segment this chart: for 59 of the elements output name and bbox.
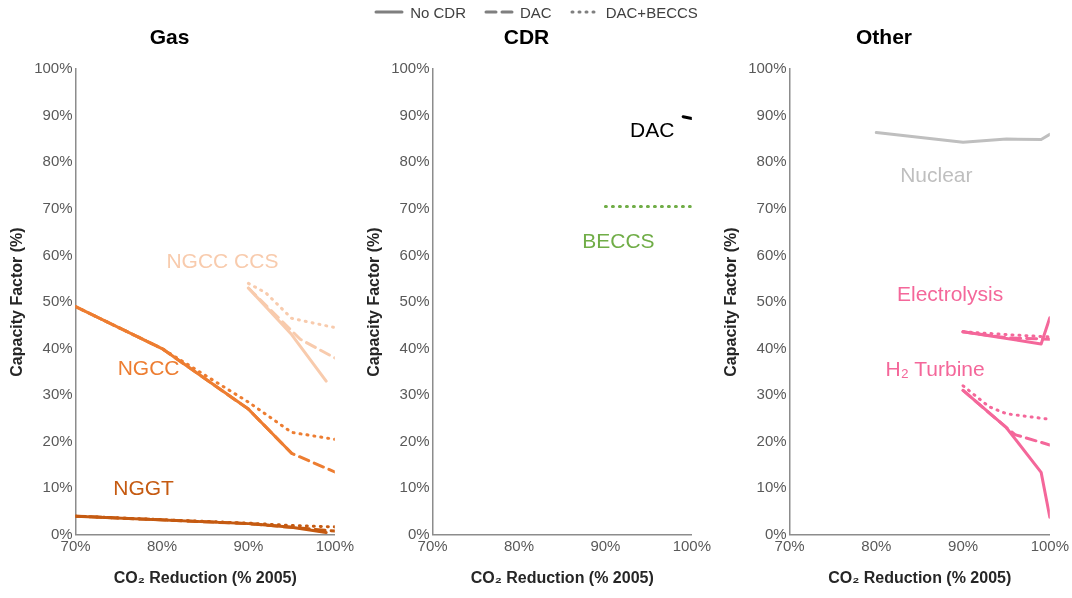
- x-axis-title: CO₂ Reduction (% 2005): [470, 568, 654, 586]
- y-tick-label: 70%: [399, 199, 430, 217]
- series-label: Nuclear: [900, 163, 973, 187]
- y-tick-label: 20%: [756, 431, 787, 449]
- y-tick-label: 90%: [756, 105, 787, 123]
- y-tick-label: 80%: [756, 152, 787, 170]
- x-tick-label: 100%: [315, 536, 355, 554]
- y-tick-label: 10%: [42, 478, 73, 496]
- y-tick-label: 90%: [399, 105, 430, 123]
- text: DAC+BECCS: [605, 3, 698, 21]
- y-tick-label: 100%: [34, 59, 73, 77]
- x-tick-label: 80%: [146, 536, 177, 554]
- chart-title: Other: [855, 25, 913, 49]
- y-axis-title: Capacity Factor (%): [722, 227, 740, 377]
- y-tick-label: 60%: [399, 245, 430, 263]
- y-tick-label: 100%: [391, 59, 430, 77]
- y-tick-label: 70%: [42, 199, 73, 217]
- series-label: DAC: [630, 118, 675, 142]
- x-tick-label: 80%: [503, 536, 534, 554]
- y-tick-label: 40%: [399, 338, 430, 356]
- text: DAC: [520, 3, 552, 21]
- chart-title: Gas: [149, 25, 190, 49]
- x-tick-label: 90%: [590, 536, 621, 554]
- x-tick-label: 90%: [233, 536, 264, 554]
- y-tick-label: 100%: [748, 59, 787, 77]
- chart-title: CDR: [503, 25, 550, 49]
- y-axis-title: Capacity Factor (%): [365, 227, 383, 377]
- x-axis-title: CO₂ Reduction (% 2005): [113, 568, 297, 586]
- series-label: NGCC: [117, 356, 180, 380]
- y-tick-label: 30%: [756, 385, 787, 403]
- x-tick-label: 90%: [948, 536, 979, 554]
- x-axis-title: CO₂ Reduction (% 2005): [828, 568, 1012, 586]
- x-tick-label: 80%: [861, 536, 892, 554]
- series-label: BECCS: [582, 229, 655, 253]
- y-tick-label: 80%: [42, 152, 73, 170]
- y-tick-label: 70%: [756, 199, 787, 217]
- series-label: NGCC CCS: [166, 248, 279, 272]
- y-tick-label: 90%: [42, 105, 73, 123]
- y-tick-label: 20%: [399, 431, 430, 449]
- y-tick-label: 80%: [399, 152, 430, 170]
- y-tick-label: 40%: [756, 338, 787, 356]
- y-tick-label: 10%: [399, 478, 430, 496]
- series-label: Electrolysis: [896, 281, 1004, 305]
- y-tick-label: 60%: [42, 245, 73, 263]
- y-tick-label: 30%: [42, 385, 73, 403]
- y-tick-label: 50%: [399, 292, 430, 310]
- x-tick-label: 100%: [672, 536, 712, 554]
- y-tick-label: 10%: [756, 478, 787, 496]
- text: No CDR: [410, 3, 467, 21]
- series-label: NGGT: [113, 475, 175, 499]
- y-tick-label: 50%: [756, 292, 787, 310]
- x-tick-label: 100%: [1030, 536, 1070, 554]
- y-tick-label: 20%: [42, 431, 73, 449]
- series-label: H₂ Turbine: [885, 357, 985, 381]
- y-tick-label: 30%: [399, 385, 430, 403]
- y-tick-label: 40%: [42, 338, 73, 356]
- y-tick-label: 60%: [756, 245, 787, 263]
- y-tick-label: 50%: [42, 292, 73, 310]
- y-axis-title: Capacity Factor (%): [8, 227, 26, 377]
